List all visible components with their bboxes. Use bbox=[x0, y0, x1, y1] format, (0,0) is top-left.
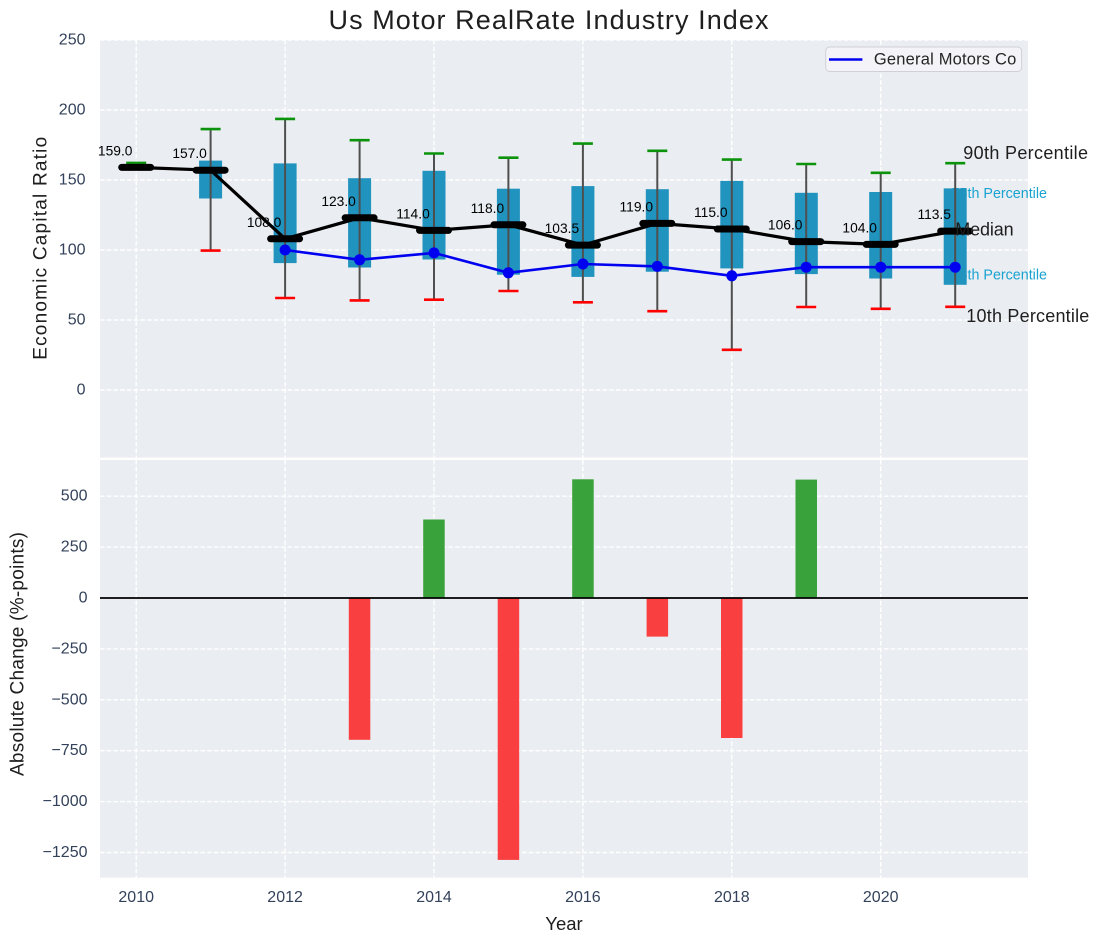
svg-text:90th Percentile: 90th Percentile bbox=[963, 143, 1088, 163]
svg-text:Economic Capital Ratio: Economic Capital Ratio bbox=[31, 137, 52, 360]
svg-text:123.0: 123.0 bbox=[321, 194, 356, 209]
svg-text:75th Percentile: 75th Percentile bbox=[952, 186, 1047, 202]
svg-text:250: 250 bbox=[61, 539, 88, 556]
svg-text:2010: 2010 bbox=[118, 889, 154, 906]
svg-text:150: 150 bbox=[59, 172, 86, 189]
svg-text:−1250: −1250 bbox=[43, 844, 88, 861]
svg-text:2016: 2016 bbox=[565, 889, 601, 906]
svg-text:103.5: 103.5 bbox=[545, 221, 580, 236]
svg-text:25th Percentile: 25th Percentile bbox=[952, 268, 1047, 284]
svg-text:200: 200 bbox=[59, 102, 86, 119]
svg-text:General Motors Co: General Motors Co bbox=[874, 51, 1016, 69]
svg-text:113.5: 113.5 bbox=[917, 207, 951, 222]
svg-text:Us Motor RealRate Industry Ind: Us Motor RealRate Industry Index bbox=[329, 5, 770, 35]
svg-text:10th Percentile: 10th Percentile bbox=[966, 306, 1089, 326]
svg-text:−1000: −1000 bbox=[43, 793, 88, 810]
svg-text:114.0: 114.0 bbox=[396, 206, 430, 221]
svg-text:−500: −500 bbox=[51, 691, 87, 708]
svg-text:−250: −250 bbox=[51, 640, 87, 657]
svg-text:250: 250 bbox=[59, 32, 86, 49]
svg-text:Median: Median bbox=[955, 219, 1014, 239]
svg-text:0: 0 bbox=[77, 382, 86, 399]
svg-text:2018: 2018 bbox=[714, 889, 750, 906]
svg-text:157.0: 157.0 bbox=[172, 146, 207, 161]
svg-text:2020: 2020 bbox=[863, 889, 899, 906]
svg-text:2014: 2014 bbox=[416, 889, 452, 906]
svg-text:100: 100 bbox=[59, 242, 86, 259]
svg-text:50: 50 bbox=[68, 312, 86, 329]
svg-text:159.0: 159.0 bbox=[98, 143, 133, 158]
svg-text:104.0: 104.0 bbox=[842, 220, 877, 235]
svg-text:Absolute Change (%-points): Absolute Change (%-points) bbox=[7, 532, 28, 776]
svg-text:115.0: 115.0 bbox=[694, 205, 728, 220]
svg-text:0: 0 bbox=[79, 590, 88, 607]
svg-text:106.0: 106.0 bbox=[768, 218, 803, 233]
svg-text:Year: Year bbox=[545, 913, 582, 934]
svg-text:108.0: 108.0 bbox=[247, 215, 282, 230]
svg-text:2012: 2012 bbox=[267, 889, 303, 906]
svg-text:500: 500 bbox=[61, 488, 88, 505]
svg-text:119.0: 119.0 bbox=[620, 199, 654, 214]
svg-text:118.0: 118.0 bbox=[471, 201, 505, 216]
svg-text:−750: −750 bbox=[51, 742, 87, 759]
